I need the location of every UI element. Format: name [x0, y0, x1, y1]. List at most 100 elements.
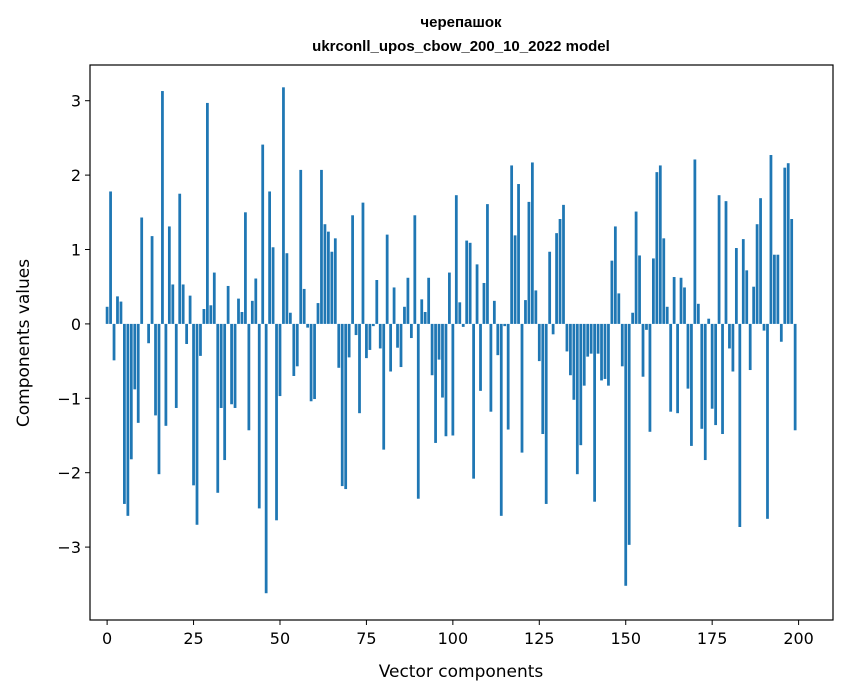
- bar-28: [202, 309, 206, 324]
- bar-142: [596, 323, 600, 354]
- bar-49: [275, 323, 278, 521]
- bar-134: [569, 323, 572, 376]
- bar-199: [793, 323, 797, 431]
- bar-153: [634, 211, 638, 324]
- bar-17: [164, 323, 168, 426]
- bar-183: [738, 323, 742, 527]
- bar-166: [679, 277, 683, 324]
- bar-43: [254, 278, 258, 324]
- bar-114: [499, 323, 503, 516]
- bar-104: [465, 240, 469, 324]
- bar-68: [340, 323, 344, 487]
- bar-174: [707, 318, 711, 324]
- bar-141: [593, 323, 596, 502]
- bar-71: [351, 215, 354, 324]
- bar-162: [665, 306, 669, 324]
- bar-0: [105, 306, 109, 324]
- bar-193: [773, 254, 776, 324]
- bar-103: [461, 323, 465, 327]
- bar-8: [133, 323, 137, 390]
- bar-45: [261, 144, 265, 324]
- bar-160: [658, 165, 662, 324]
- bar-115: [503, 323, 507, 327]
- bar-128: [548, 251, 552, 324]
- bar-67: [337, 323, 341, 368]
- bar-90: [416, 323, 420, 499]
- bar-61: [316, 303, 320, 324]
- bar-158: [652, 258, 655, 324]
- bar-69: [344, 323, 348, 490]
- bar-50: [278, 323, 282, 397]
- bar-149: [620, 323, 624, 367]
- chart-title-line2: ukrconll_upos_cbow_200_10_2022 model: [312, 38, 610, 55]
- bar-177: [717, 195, 721, 324]
- bar-78: [375, 280, 379, 324]
- chart-title-line1: черепашок: [420, 14, 502, 31]
- bar-116: [506, 323, 510, 430]
- y-tick-label: −2: [57, 464, 81, 483]
- bar-194: [776, 254, 780, 324]
- bar-101: [454, 195, 458, 324]
- bar-89: [413, 215, 417, 324]
- y-tick-label: 0: [71, 315, 81, 334]
- bar-161: [662, 238, 666, 324]
- bar-1: [109, 191, 112, 324]
- bar-171: [696, 303, 700, 324]
- bar-97: [441, 323, 444, 398]
- bar-184: [741, 239, 745, 324]
- bar-24: [188, 295, 192, 324]
- bar-187: [752, 286, 756, 324]
- bar-126: [541, 323, 545, 435]
- bar-51: [282, 87, 285, 324]
- bar-26: [195, 323, 199, 525]
- bar-129: [551, 323, 555, 335]
- bar-120: [520, 323, 524, 453]
- bar-151: [627, 323, 631, 545]
- bar-140: [589, 323, 593, 354]
- bar-157: [648, 323, 652, 432]
- bar-9: [136, 323, 140, 423]
- bar-197: [786, 163, 790, 324]
- bar-54: [292, 323, 296, 376]
- x-tick-label: 50: [270, 629, 290, 648]
- bar-107: [475, 264, 479, 324]
- bar-85: [399, 323, 403, 368]
- bar-48: [271, 247, 275, 324]
- bar-57: [302, 288, 306, 324]
- bar-168: [686, 323, 690, 389]
- bar-167: [683, 287, 686, 324]
- bar-73: [358, 323, 361, 414]
- bar-79: [378, 323, 382, 349]
- bar-159: [655, 172, 659, 324]
- bar-176: [714, 323, 718, 426]
- bar-40: [244, 212, 247, 324]
- bar-29: [206, 102, 209, 324]
- bar-66: [333, 238, 337, 324]
- bar-179: [724, 201, 728, 324]
- bar-147: [613, 226, 617, 324]
- bar-154: [638, 255, 641, 324]
- y-axis-label: Components values: [14, 259, 34, 427]
- x-tick-label: 75: [356, 629, 376, 648]
- bar-16: [161, 91, 164, 324]
- bar-59: [309, 323, 313, 402]
- bar-163: [669, 323, 673, 412]
- bar-46: [264, 323, 268, 594]
- bar-13: [150, 236, 154, 324]
- y-tick-label: −3: [57, 538, 81, 557]
- bar-60: [313, 323, 316, 400]
- bar-119: [517, 184, 520, 324]
- y-axis-ticks: −3 −2 −1 0 1 2 3: [57, 92, 90, 557]
- bar-185: [745, 270, 749, 324]
- bar-131: [558, 219, 562, 324]
- plot-frame: [89, 64, 834, 621]
- bar-118: [513, 235, 517, 324]
- bar-189: [759, 198, 762, 324]
- bar-30: [209, 305, 213, 324]
- bar-180: [728, 323, 731, 349]
- bar-105: [468, 242, 472, 324]
- bar-196: [783, 167, 787, 324]
- bar-182: [734, 248, 738, 324]
- bar-6: [126, 323, 130, 516]
